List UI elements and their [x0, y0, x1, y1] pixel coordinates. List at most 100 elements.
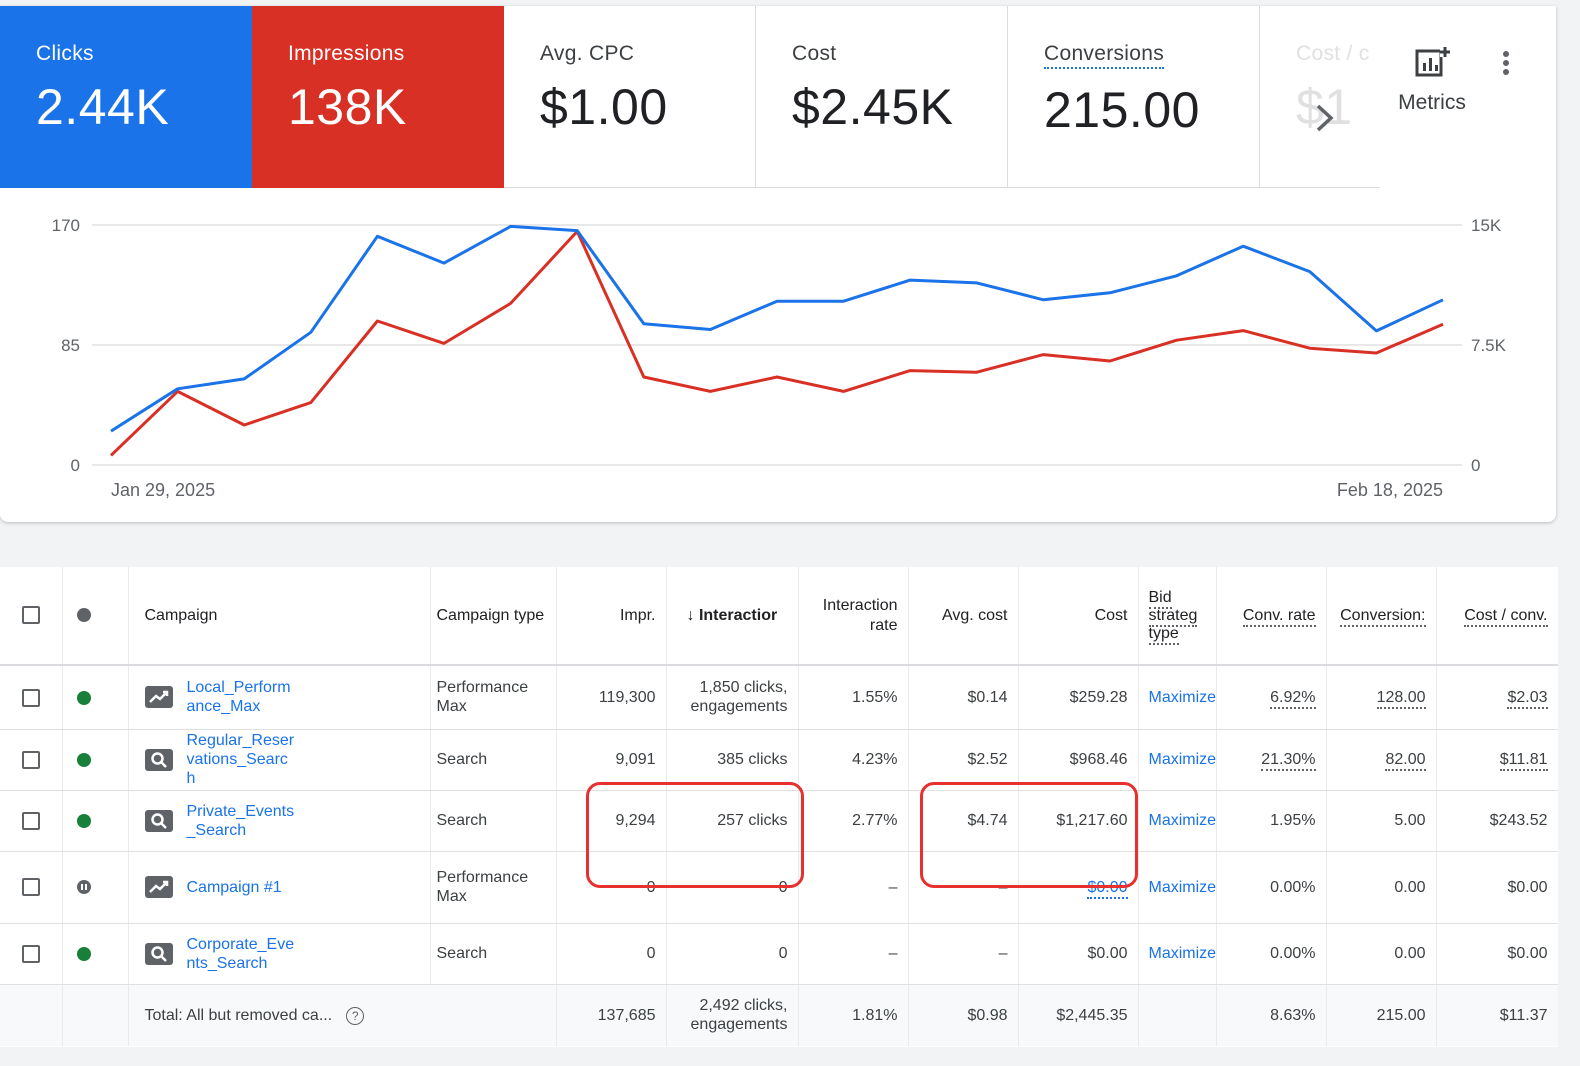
scorecard-clicks[interactable]: Clicks 2.44K	[0, 6, 252, 188]
table-row[interactable]: Private_Events_Search Search 9,294 257 clic…	[0, 790, 1558, 852]
avg-cost-cell: –	[908, 923, 1019, 985]
scorecard-label: Cost	[792, 42, 837, 65]
line-chart: 0 85 170 0 7.5K 15K Jan 29, 2025 Feb 18, 2025	[52, 216, 1507, 500]
header-campaign[interactable]: Campaign	[128, 567, 431, 666]
scorecard-avg-cpc[interactable]: Avg. CPC $1.00	[504, 6, 756, 188]
help-icon[interactable]: ?	[346, 1006, 365, 1025]
bid-strategy-link[interactable]: Maximize conversions	[1148, 812, 1216, 829]
cost-cell: $0.00	[1018, 923, 1139, 985]
row-checkbox[interactable]	[21, 811, 40, 830]
scorecard-value: 138K	[288, 79, 407, 135]
table-header-row: Campaign Campaign type Impr. ↓ Interacti…	[0, 567, 1558, 666]
select-all-checkbox[interactable]	[21, 606, 40, 625]
enabled-status-icon[interactable]	[76, 690, 91, 705]
cost-cell: $0.00	[1018, 851, 1139, 924]
enabled-status-icon[interactable]	[76, 813, 91, 828]
header-impr[interactable]: Impr.	[556, 567, 667, 666]
cost-conv-cell: $0.00	[1436, 923, 1558, 985]
campaign-name-link[interactable]: Corporate_Events_Search	[186, 935, 295, 972]
x-axis-end-label: Feb 18, 2025	[1337, 480, 1443, 500]
interactions-cell: 1,850 clicks, engagements	[666, 665, 799, 730]
cost-conv-value: $243.52	[1489, 812, 1548, 829]
total-interactions: 2,492 clicks, engagements	[666, 984, 799, 1046]
scorecard-label: Clicks	[36, 42, 94, 65]
header-conv-rate[interactable]: Conv. rate	[1216, 567, 1327, 666]
scorecard-label: Conversions	[1044, 42, 1165, 69]
scorecard-label: Cost / c	[1296, 42, 1370, 65]
campaign-name-link[interactable]: Private_Events_Search	[186, 802, 295, 839]
scorecard-row: Clicks 2.44K Impressions 138K Avg. CPC $…	[0, 6, 1556, 188]
header-cost[interactable]: Cost	[1018, 567, 1139, 666]
more-vert-icon[interactable]	[1494, 48, 1518, 88]
left-axis-tick-label: 0	[71, 456, 80, 475]
table-row[interactable]: Regular_Reservations_Search Search 9,091 38…	[0, 729, 1558, 791]
cost-cell: $259.28	[1018, 665, 1139, 730]
table-row[interactable]: Local_Performance_Max Performance Max 119,…	[0, 665, 1558, 730]
scorecard-conversions[interactable]: Conversions 215.00	[1008, 6, 1260, 188]
scorecard-cost[interactable]: Cost $2.45K	[756, 6, 1008, 188]
campaign-type-cell: Performance Max	[430, 665, 557, 730]
cost-conv-cell: $11.81	[1436, 729, 1558, 791]
header-avg-cost[interactable]: Avg. cost	[908, 567, 1019, 666]
bid-strategy-link[interactable]: Maximize conversions	[1148, 688, 1216, 706]
cost-value: $968.46	[1069, 751, 1128, 768]
right-axis-tick-label: 15K	[1471, 216, 1502, 235]
cost-value[interactable]: $0.00	[1087, 878, 1128, 899]
header-bid-strategy-label: Bid strateg type	[1148, 588, 1198, 645]
scorecard-cost-per-conv[interactable]: Cost / c $1	[1260, 6, 1380, 188]
cost-value: $1,217.60	[1056, 812, 1128, 829]
conv-rate-value: 1.95%	[1270, 812, 1316, 829]
header-interactions[interactable]: ↓ Interactior	[666, 567, 799, 666]
enabled-status-icon[interactable]	[76, 946, 91, 961]
performance-max-icon	[144, 686, 173, 709]
row-checkbox[interactable]	[21, 688, 40, 707]
left-axis-tick-label: 85	[61, 336, 80, 355]
campaign-name-link[interactable]: Regular_Reservations_Search	[186, 732, 295, 787]
avg-cost-cell: $2.52	[908, 729, 1019, 791]
conversions-value: 0.00	[1394, 878, 1426, 896]
bid-strategy-link[interactable]: Maximize conversions	[1148, 945, 1216, 962]
conv-rate-value: 21.30%	[1261, 751, 1316, 771]
header-campaign-type[interactable]: Campaign type	[430, 567, 557, 666]
campaign-name-link[interactable]: Campaign #1	[186, 878, 282, 896]
total-conv-rate: 8.63%	[1216, 984, 1327, 1046]
row-checkbox[interactable]	[21, 750, 40, 769]
conv-rate-cell: 21.30%	[1216, 729, 1327, 791]
bid-strategy-link[interactable]: Maximize conversions	[1148, 878, 1216, 896]
row-checkbox[interactable]	[21, 944, 40, 963]
header-interaction-rate[interactable]: Interaction rate	[798, 567, 909, 666]
header-cost-conv-label: Cost / conv.	[1464, 606, 1548, 627]
conversions-cell: 0.00	[1326, 851, 1437, 924]
avg-cost-cell: –	[908, 851, 1019, 924]
impr-cell: 9,294	[556, 790, 667, 852]
cost-conv-cell: $0.00	[1436, 851, 1558, 924]
cost-value: $0.00	[1087, 945, 1128, 962]
x-axis-start-label: Jan 29, 2025	[111, 480, 215, 500]
total-row: Total: All but removed ca...? 137,685 2,49…	[0, 984, 1558, 1046]
status-column-icon	[76, 608, 91, 623]
bid-strategy-link[interactable]: Maximize conversions	[1148, 751, 1216, 768]
header-bid-strategy[interactable]: Bid strateg type	[1138, 567, 1217, 666]
conversions-value: 5.00	[1394, 812, 1426, 829]
enabled-status-icon[interactable]	[76, 752, 91, 767]
scorecard-value: $1.00	[540, 79, 668, 135]
row-checkbox[interactable]	[21, 878, 40, 897]
header-cost-conv[interactable]: Cost / conv.	[1436, 567, 1558, 666]
cost-conv-cell: $2.03	[1436, 665, 1558, 730]
campaign-name-link[interactable]: Local_Performance_Max	[186, 679, 291, 716]
scorecard-label: Avg. CPC	[540, 42, 635, 65]
search-campaign-icon	[144, 748, 173, 771]
conv-rate-cell: 1.95%	[1216, 790, 1327, 852]
conv-rate-cell: 6.92%	[1216, 665, 1327, 730]
header-conversions[interactable]: Conversion:	[1326, 567, 1437, 666]
metrics-button[interactable]: Metrics	[1384, 46, 1480, 136]
conversions-cell: 128.00	[1326, 665, 1437, 730]
total-impr: 137,685	[556, 984, 667, 1046]
paused-status-icon[interactable]	[76, 880, 91, 895]
table-row[interactable]: Corporate_Events_Search Search 0 0– – $0.00 Ma…	[0, 923, 1558, 985]
chevron-right-icon[interactable]	[1304, 98, 1344, 138]
scorecard-impressions[interactable]: Impressions 138K	[252, 6, 504, 188]
scorecard-label: Impressions	[288, 42, 405, 65]
right-axis-tick-label: 0	[1471, 456, 1480, 475]
table-row[interactable]: Campaign #1 Performance Max 0 0– – $0.00 Maxim…	[0, 851, 1558, 924]
